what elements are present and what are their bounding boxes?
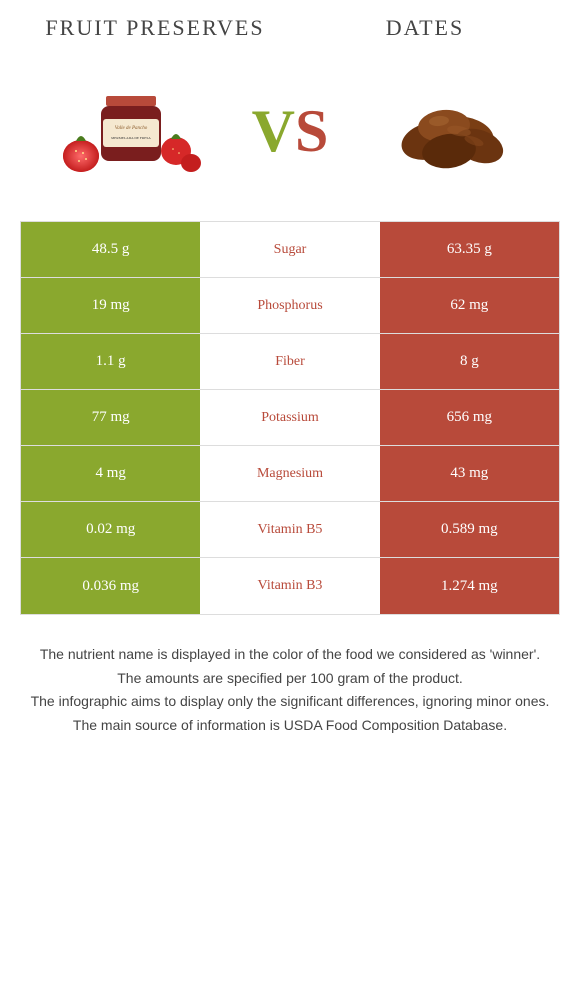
nutrient-row: 77 mgPotassium656 mg <box>21 390 559 446</box>
nutrient-right-value: 656 mg <box>380 390 559 445</box>
nutrient-row: 4 mgMagnesium43 mg <box>21 446 559 502</box>
vs-v: V <box>252 98 295 164</box>
nutrient-left-value: 0.036 mg <box>21 558 200 614</box>
nutrient-right-value: 62 mg <box>380 278 559 333</box>
footer: The nutrient name is displayed in the co… <box>0 615 580 769</box>
nutrient-row: 19 mgPhosphorus62 mg <box>21 278 559 334</box>
nutrient-row: 48.5 gSugar63.35 g <box>21 222 559 278</box>
nutrient-left-value: 0.02 mg <box>21 502 200 557</box>
vs-label: VS <box>252 97 329 166</box>
vs-s: S <box>295 98 328 164</box>
left-food-image: Valle de Pancho MERMELADA DE FRESA <box>51 71 211 191</box>
nutrient-right-value: 1.274 mg <box>380 558 559 614</box>
nutrient-label: Fiber <box>200 334 379 389</box>
footer-line: The infographic aims to display only the… <box>25 692 555 712</box>
nutrient-left-value: 4 mg <box>21 446 200 501</box>
nutrient-row: 0.036 mgVitamin B31.274 mg <box>21 558 559 614</box>
nutrient-row: 1.1 gFiber8 g <box>21 334 559 390</box>
header: Fruit preserves Dates <box>0 0 580 51</box>
footer-line: The amounts are specified per 100 gram o… <box>25 669 555 689</box>
footer-line: The nutrient name is displayed in the co… <box>25 645 555 665</box>
footer-line: The main source of information is USDA F… <box>25 716 555 736</box>
nutrient-right-value: 43 mg <box>380 446 559 501</box>
nutrient-label: Vitamin B5 <box>200 502 379 557</box>
nutrient-left-value: 19 mg <box>21 278 200 333</box>
nutrient-left-value: 48.5 g <box>21 222 200 277</box>
nutrient-right-value: 8 g <box>380 334 559 389</box>
nutrient-label: Vitamin B3 <box>200 558 379 614</box>
images-row: Valle de Pancho MERMELADA DE FRESA VS <box>0 51 580 221</box>
svg-text:Valle de Pancho: Valle de Pancho <box>114 126 147 131</box>
nutrient-left-value: 1.1 g <box>21 334 200 389</box>
nutrient-right-value: 0.589 mg <box>380 502 559 557</box>
right-food-image <box>369 71 529 191</box>
nutrient-label: Magnesium <box>200 446 379 501</box>
nutrient-label: Phosphorus <box>200 278 379 333</box>
nutrient-label: Potassium <box>200 390 379 445</box>
nutrient-label: Sugar <box>200 222 379 277</box>
nutrient-row: 0.02 mgVitamin B50.589 mg <box>21 502 559 558</box>
right-food-title: Dates <box>290 15 560 41</box>
svg-text:MERMELADA DE FRESA: MERMELADA DE FRESA <box>111 136 151 140</box>
left-food-title: Fruit preserves <box>20 15 290 41</box>
nutrient-left-value: 77 mg <box>21 390 200 445</box>
nutrient-right-value: 63.35 g <box>380 222 559 277</box>
nutrient-table: 48.5 gSugar63.35 g19 mgPhosphorus62 mg1.… <box>20 221 560 615</box>
